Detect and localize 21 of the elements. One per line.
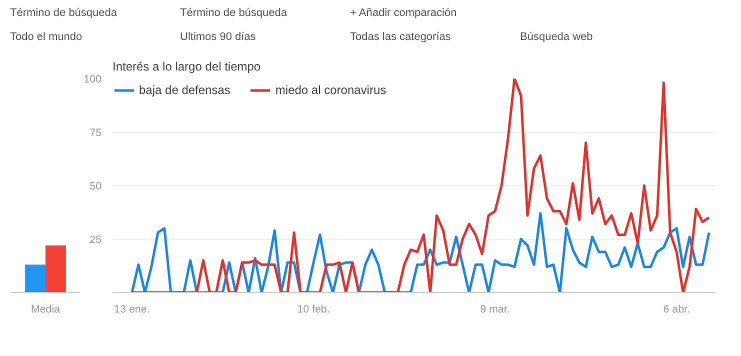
legend-label: baja de defensas xyxy=(139,83,230,97)
y-tick-label: 50 xyxy=(90,180,102,192)
x-tick-label: 10 feb. xyxy=(297,304,330,316)
annotation: Término de búsqueda xyxy=(180,7,288,19)
x-tick-label: Media xyxy=(30,304,60,316)
chart-title: Interés a lo largo del tiempo xyxy=(112,60,261,74)
legend-label: miedo al coronavirus xyxy=(275,83,386,97)
annotation: + Añadir comparación xyxy=(350,7,457,19)
y-tick-label: 100 xyxy=(84,74,102,86)
annotation: Término de búsqueda xyxy=(10,7,118,19)
x-tick-label: 13 ene. xyxy=(114,304,150,316)
line-series xyxy=(130,78,710,292)
y-tick-label: 25 xyxy=(90,234,102,246)
annotation: Ultimos 90 días xyxy=(180,31,256,43)
line-series xyxy=(130,212,710,292)
x-tick-label: 6 abr. xyxy=(663,304,690,316)
annotation: Todas las categorías xyxy=(350,31,451,43)
annotation: Búsqueda web xyxy=(520,31,593,43)
annotation: Todo el mundo xyxy=(10,31,82,43)
x-tick-label: 9 mar. xyxy=(480,304,510,316)
y-tick-label: 75 xyxy=(90,127,102,139)
